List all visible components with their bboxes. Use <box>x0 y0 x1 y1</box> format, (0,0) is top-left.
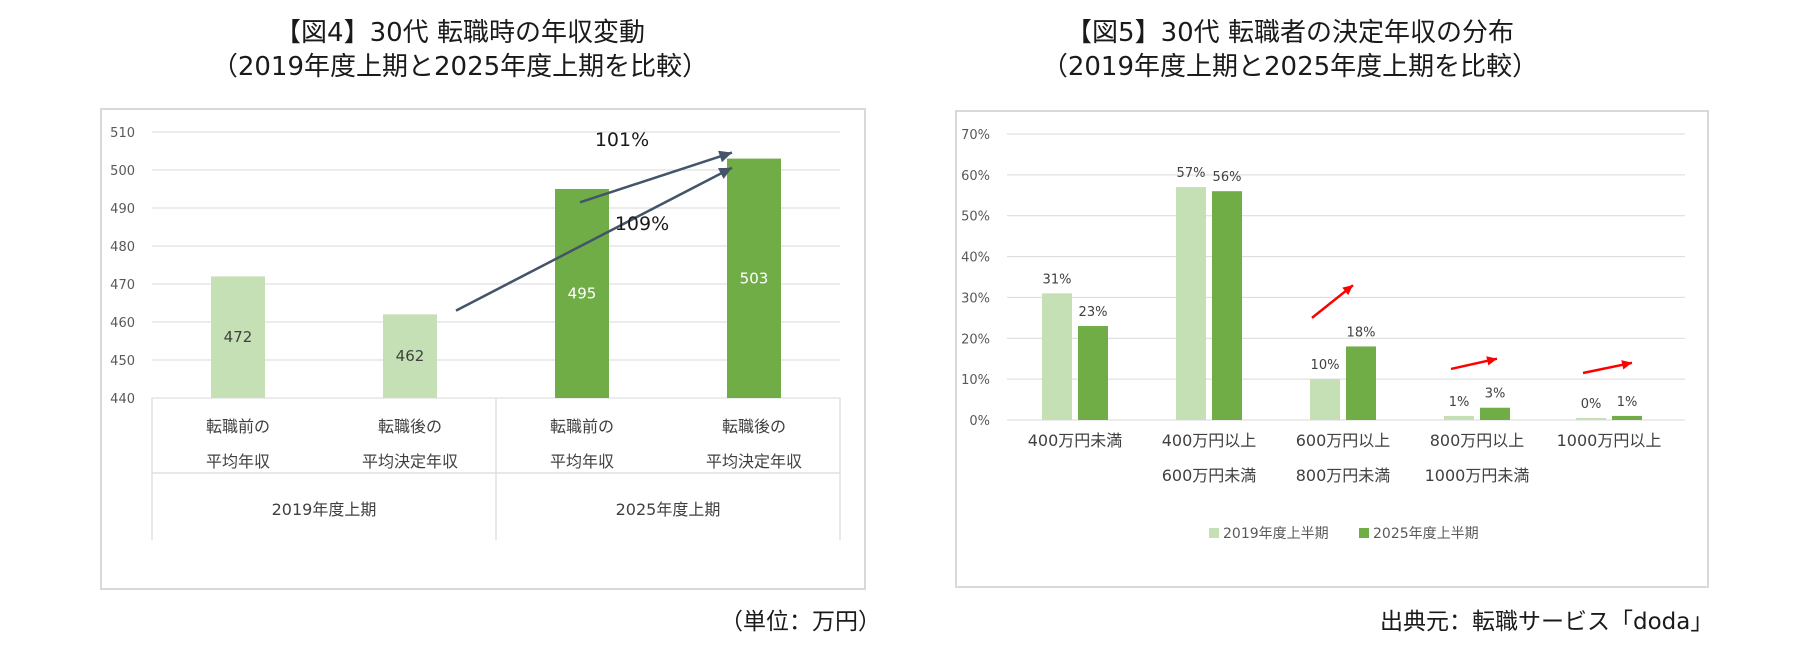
bar-value-label: 472 <box>224 328 253 346</box>
bar <box>1176 187 1206 420</box>
bar <box>383 314 437 398</box>
trend-arrow-head <box>1342 285 1353 296</box>
unit-note: （単位：万円） <box>720 609 881 635</box>
y-tick-label: 450 <box>110 354 135 369</box>
bar <box>1480 407 1510 420</box>
bar <box>211 276 265 398</box>
legend-swatch <box>1359 528 1369 538</box>
trend-arrow-head <box>1486 356 1497 366</box>
x-category-label: 1000万円未満 <box>1425 466 1530 485</box>
y-tick-label: 20% <box>961 332 990 347</box>
bar-value-label: 57% <box>1177 166 1206 181</box>
y-tick-label: 60% <box>961 169 990 184</box>
y-tick-label: 440 <box>110 392 135 407</box>
bar-value-label: 31% <box>1043 272 1072 287</box>
bar-value-label: 1% <box>1449 395 1470 410</box>
annotation-label: 101% <box>595 129 649 151</box>
x-category-label: 600万円未満 <box>1162 466 1257 485</box>
x-category-label: 800万円以上 <box>1430 431 1525 450</box>
y-tick-label: 10% <box>961 373 990 388</box>
bar-value-label: 23% <box>1079 305 1108 320</box>
trend-arrow-head <box>1621 360 1632 370</box>
bar <box>1576 418 1606 420</box>
figure5-title-line1: 【図5】30代 転職者の決定年収の分布 <box>1066 18 1514 48</box>
y-tick-label: 0% <box>969 414 990 429</box>
x-category-label: 400万円以上 <box>1162 431 1257 450</box>
figure4-title: 【図4】30代 転職時の年収変動 （2019年度上期と2025年度上期を比較） <box>120 16 800 84</box>
x-category-label: 1000万円以上 <box>1557 431 1662 450</box>
y-tick-label: 510 <box>110 126 135 141</box>
bar-value-label: 495 <box>568 285 597 303</box>
x-category-label: 転職前の <box>206 417 270 436</box>
legend-swatch <box>1209 528 1219 538</box>
figure4-chart-frame: 510 500 490 480 470 460 450 440 472 転職前の平均年収 462 転職… <box>100 108 866 590</box>
figure5-chart: 70% 60% 50% 40% 30% 20% 10% 0% 31% 23% 400万円未満 57% 5… <box>961 128 1685 542</box>
x-category-label: 転職後の <box>722 417 786 436</box>
y-tick-label: 480 <box>110 240 135 255</box>
y-tick-label: 490 <box>110 202 135 217</box>
bar <box>1346 346 1376 420</box>
annotation-label: 109% <box>615 213 669 235</box>
y-tick-label: 40% <box>961 251 990 266</box>
bar-value-label: 10% <box>1311 358 1340 373</box>
x-group-label: 2019年度上期 <box>272 500 377 519</box>
x-category-label: 400万円未満 <box>1028 431 1123 450</box>
x-category-label: 平均年収 <box>206 452 270 471</box>
bar <box>1212 191 1242 420</box>
x-category-label: 転職前の <box>550 417 614 436</box>
figure5-chart-frame: 70% 60% 50% 40% 30% 20% 10% 0% 31% 23% 400万円未満 57% 5… <box>955 110 1709 588</box>
legend-label: 2025年度上半期 <box>1373 526 1479 542</box>
arrow-head <box>718 150 732 163</box>
source-note: 出典元：転職サービス「doda」 <box>1380 609 1714 635</box>
figure4-title-line1: 【図4】30代 転職時の年収変動 <box>275 18 645 48</box>
bar-value-label: 3% <box>1485 387 1506 402</box>
x-group-label: 2025年度上期 <box>616 500 721 519</box>
arrow-head <box>718 167 732 179</box>
bar <box>1042 293 1072 420</box>
y-tick-label: 500 <box>110 164 135 179</box>
bar <box>1612 415 1642 420</box>
y-tick-label: 70% <box>961 128 990 143</box>
y-tick-label: 30% <box>961 291 990 306</box>
bar <box>1310 379 1340 420</box>
x-category-label: 平均決定年収 <box>706 452 802 471</box>
figure4-title-line2: （2019年度上期と2025年度上期を比較） <box>211 52 709 82</box>
y-tick-label: 470 <box>110 278 135 293</box>
figure5-title: 【図5】30代 転職者の決定年収の分布 （2019年度上期と2025年度上期を比… <box>950 16 1630 84</box>
y-tick-label: 50% <box>961 210 990 225</box>
arrow-line <box>455 166 733 312</box>
x-category-label: 600万円以上 <box>1296 431 1391 450</box>
bar <box>555 189 609 398</box>
bar-value-label: 0% <box>1581 397 1602 412</box>
bar-value-label: 56% <box>1213 170 1242 185</box>
arrow-line <box>579 151 733 204</box>
x-category-label: 平均年収 <box>550 452 614 471</box>
legend-label: 2019年度上半期 <box>1223 526 1329 542</box>
bar-value-label: 18% <box>1347 325 1376 340</box>
bar <box>1078 326 1108 420</box>
bar <box>727 158 781 398</box>
bar-value-label: 462 <box>396 347 425 365</box>
x-category-label: 800万円未満 <box>1296 466 1391 485</box>
y-tick-label: 460 <box>110 316 135 331</box>
bar <box>1444 415 1474 420</box>
x-category-label: 転職後の <box>378 417 442 436</box>
bar-value-label: 503 <box>740 269 769 287</box>
x-category-label: 平均決定年収 <box>362 452 458 471</box>
bar-value-label: 1% <box>1617 395 1638 410</box>
figure5-title-line2: （2019年度上期と2025年度上期を比較） <box>1041 52 1539 82</box>
